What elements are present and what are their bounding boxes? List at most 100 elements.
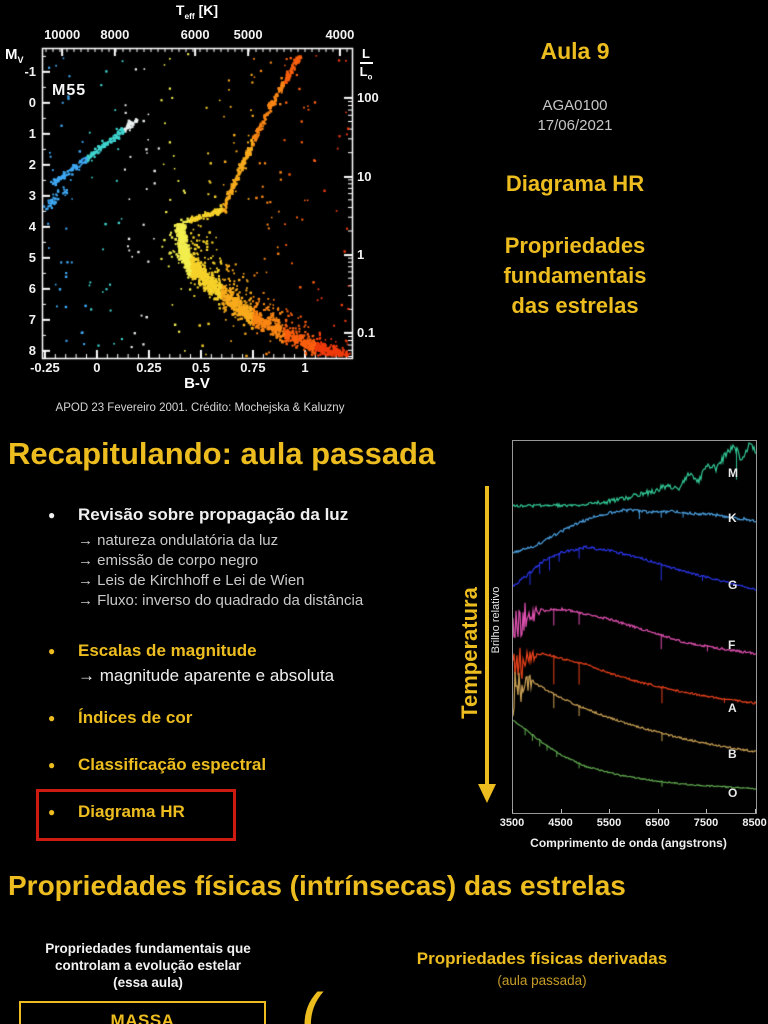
bullet-escalas: ● Escalas de magnitude → magnitude apare…: [48, 641, 334, 687]
luminosity-numerator: L: [362, 46, 370, 61]
spec-x-tick-mark: [706, 809, 708, 813]
cmd-left-tick-label: 1: [28, 125, 36, 141]
spectral-type-label-K: K: [728, 511, 737, 526]
temperature-axis-label: Temperatura: [457, 587, 482, 719]
subitem: → natureza ondulatória da luz: [78, 532, 279, 549]
cmd-left-tick-label: 0: [28, 94, 36, 110]
subitem: → emissão de corpo negro: [78, 552, 259, 569]
spectral-type-label-F: F: [728, 637, 736, 652]
spectral-type-label-G: G: [728, 578, 738, 593]
spec-x-tick-mark: [512, 809, 513, 813]
cmd-left-tick-label: 7: [28, 311, 36, 327]
hr-diagram-scatter-canvas: [0, 0, 400, 400]
spec-x-tick-label: 4500: [548, 817, 573, 829]
spec-x-tick-label: 8500: [742, 817, 767, 829]
spec-x-tick-label: 7500: [693, 817, 719, 829]
recap-heading: Recapitulando: aula passada: [8, 436, 436, 471]
cmd-left-tick-label: 2: [28, 156, 36, 172]
cmd-top-tick-label: 4000: [325, 27, 355, 42]
bullet-classificacao: ● Classificação espectral: [48, 755, 266, 775]
cmd-left-tick-label: 3: [28, 187, 36, 203]
cmd-top-tick-label: 10000: [44, 27, 81, 42]
spec-x-tick-mark: [560, 809, 562, 813]
cmd-right-tick-label: 1: [357, 247, 365, 263]
cmd-right-tick-label: 0.1: [357, 324, 376, 340]
spec-x-tick-label: 3500: [499, 817, 525, 829]
cmd-left-axis-title: MV: [5, 46, 24, 65]
topic-title-properties: Propriedades fundamentais das estrelas: [420, 231, 730, 321]
spectral-type-label-A: A: [728, 700, 737, 715]
temperature-arrow-head: [478, 784, 496, 803]
cmd-top-tick-label: 5000: [233, 27, 263, 42]
caption-line-1: Propriedades fundamentais que: [45, 941, 251, 956]
spec-x-tick-mark: [657, 809, 659, 813]
lesson-title: Aula 9: [540, 38, 610, 64]
spectral-type-label-M: M: [728, 466, 738, 481]
bullet-label: Índices de cor: [78, 708, 193, 727]
fraction-bar: [359, 62, 373, 64]
relative-brightness-axis-label: Brilho relativo: [490, 586, 502, 654]
fundamental-properties-caption: Propriedades fundamentais que controlam …: [20, 940, 276, 991]
cmd-right-tick-label: 10: [357, 168, 372, 184]
cmd-bottom-tick-label: 0.25: [136, 360, 162, 375]
spec-x-tick-label: 5500: [596, 817, 622, 829]
bullet-dot: ●: [48, 758, 56, 772]
physical-properties-heading: Propriedades físicas (intrínsecas) das e…: [8, 870, 626, 901]
cmd-top-tick-label: 8000: [100, 27, 130, 42]
subitem: → magnitude aparente e absoluta: [78, 666, 335, 685]
cmd-left-tick-label: 5: [28, 249, 36, 265]
lesson-date: 17/06/2021: [537, 117, 613, 134]
luminosity-denominator: Lo: [359, 64, 373, 82]
cmd-bottom-tick-label: 0.5: [191, 360, 210, 375]
course-code: AGA0100: [542, 97, 608, 114]
spectral-type-label-O: O: [728, 786, 738, 801]
topic-line-3: das estrelas: [511, 293, 639, 318]
bullet-subitems: → magnitude aparente e absoluta: [78, 665, 334, 687]
topic-title-hr-diagram: Diagrama HR: [505, 171, 645, 196]
bullet-dot: ●: [48, 805, 56, 819]
subitem: → Fluxo: inverso do quadrado da distânci…: [78, 592, 364, 609]
cmd-top-tick-label: 6000: [180, 27, 210, 42]
cmd-left-tick-label: 6: [28, 280, 36, 296]
cmd-top-axis-title: Teff [K]: [175, 2, 219, 21]
title-column: Aula 9 AGA0100 17/06/2021 Diagrama HR Pr…: [420, 0, 730, 430]
bullet-diagrama-hr: ● Diagrama HR: [48, 802, 185, 822]
bullet-subitems: → natureza ondulatória da luz → emissão …: [78, 531, 363, 611]
cmd-left-tick-label: 8: [28, 342, 36, 358]
spec-x-tick-mark: [609, 809, 611, 813]
figure-caption: APOD 23 Fevereiro 2001. Crédito: Mochejs…: [55, 402, 345, 414]
bullet-label: Classificação espectral: [78, 755, 267, 774]
cmd-right-axis-title: L Lo: [354, 46, 378, 84]
massa-box: MASSA: [19, 1001, 266, 1024]
spectral-type-label-B: B: [728, 747, 737, 762]
cmd-bottom-tick-label: 0: [93, 360, 101, 375]
cmd-left-tick-label: 4: [28, 218, 36, 234]
derived-properties-title: Propriedades físicas derivadas: [416, 949, 668, 968]
spec-x-tick-label: 6500: [645, 817, 670, 829]
topic-line-2: fundamentais: [503, 263, 647, 288]
cmd-left-tick-label: -1: [24, 63, 36, 79]
spectral-types-figure: Temperatura Brilho relativo Comprimento …: [450, 432, 768, 862]
highlight-red-box: [36, 789, 236, 841]
cmd-bottom-tick-label: 0.75: [240, 360, 266, 375]
cmd-bottom-tick-label: 1: [301, 360, 309, 375]
bullet-label: Diagrama HR: [78, 802, 185, 821]
bullet-dot: ●: [48, 508, 56, 522]
opening-brace: (: [300, 980, 324, 1024]
bullet-dot: ●: [48, 711, 56, 725]
spec-x-tick-mark: [754, 809, 756, 813]
spectra-plot-area: [512, 440, 757, 814]
bullet-label: Revisão sobre propagação da luz: [78, 505, 349, 524]
hr-diagram-m55-figure: Teff [K] MV L Lo M55 B-V APOD 23 Feverei…: [0, 0, 400, 430]
derived-properties-subtitle: (aula passada): [497, 973, 587, 988]
massa-label: MASSA: [110, 1011, 175, 1024]
caption-line-2: controlam a evolução estelar: [54, 958, 242, 973]
temperature-arrow-shaft: [485, 486, 489, 784]
cmd-right-tick-label: 100: [357, 89, 379, 105]
bullet-revisao: ● Revisão sobre propagação da luz → natu…: [48, 505, 363, 611]
caption-line-3: (essa aula): [113, 975, 183, 990]
cluster-name-label: M55: [52, 82, 87, 99]
spectra-canvas: [513, 441, 756, 813]
bullet-indices: ● Índices de cor: [48, 708, 192, 728]
